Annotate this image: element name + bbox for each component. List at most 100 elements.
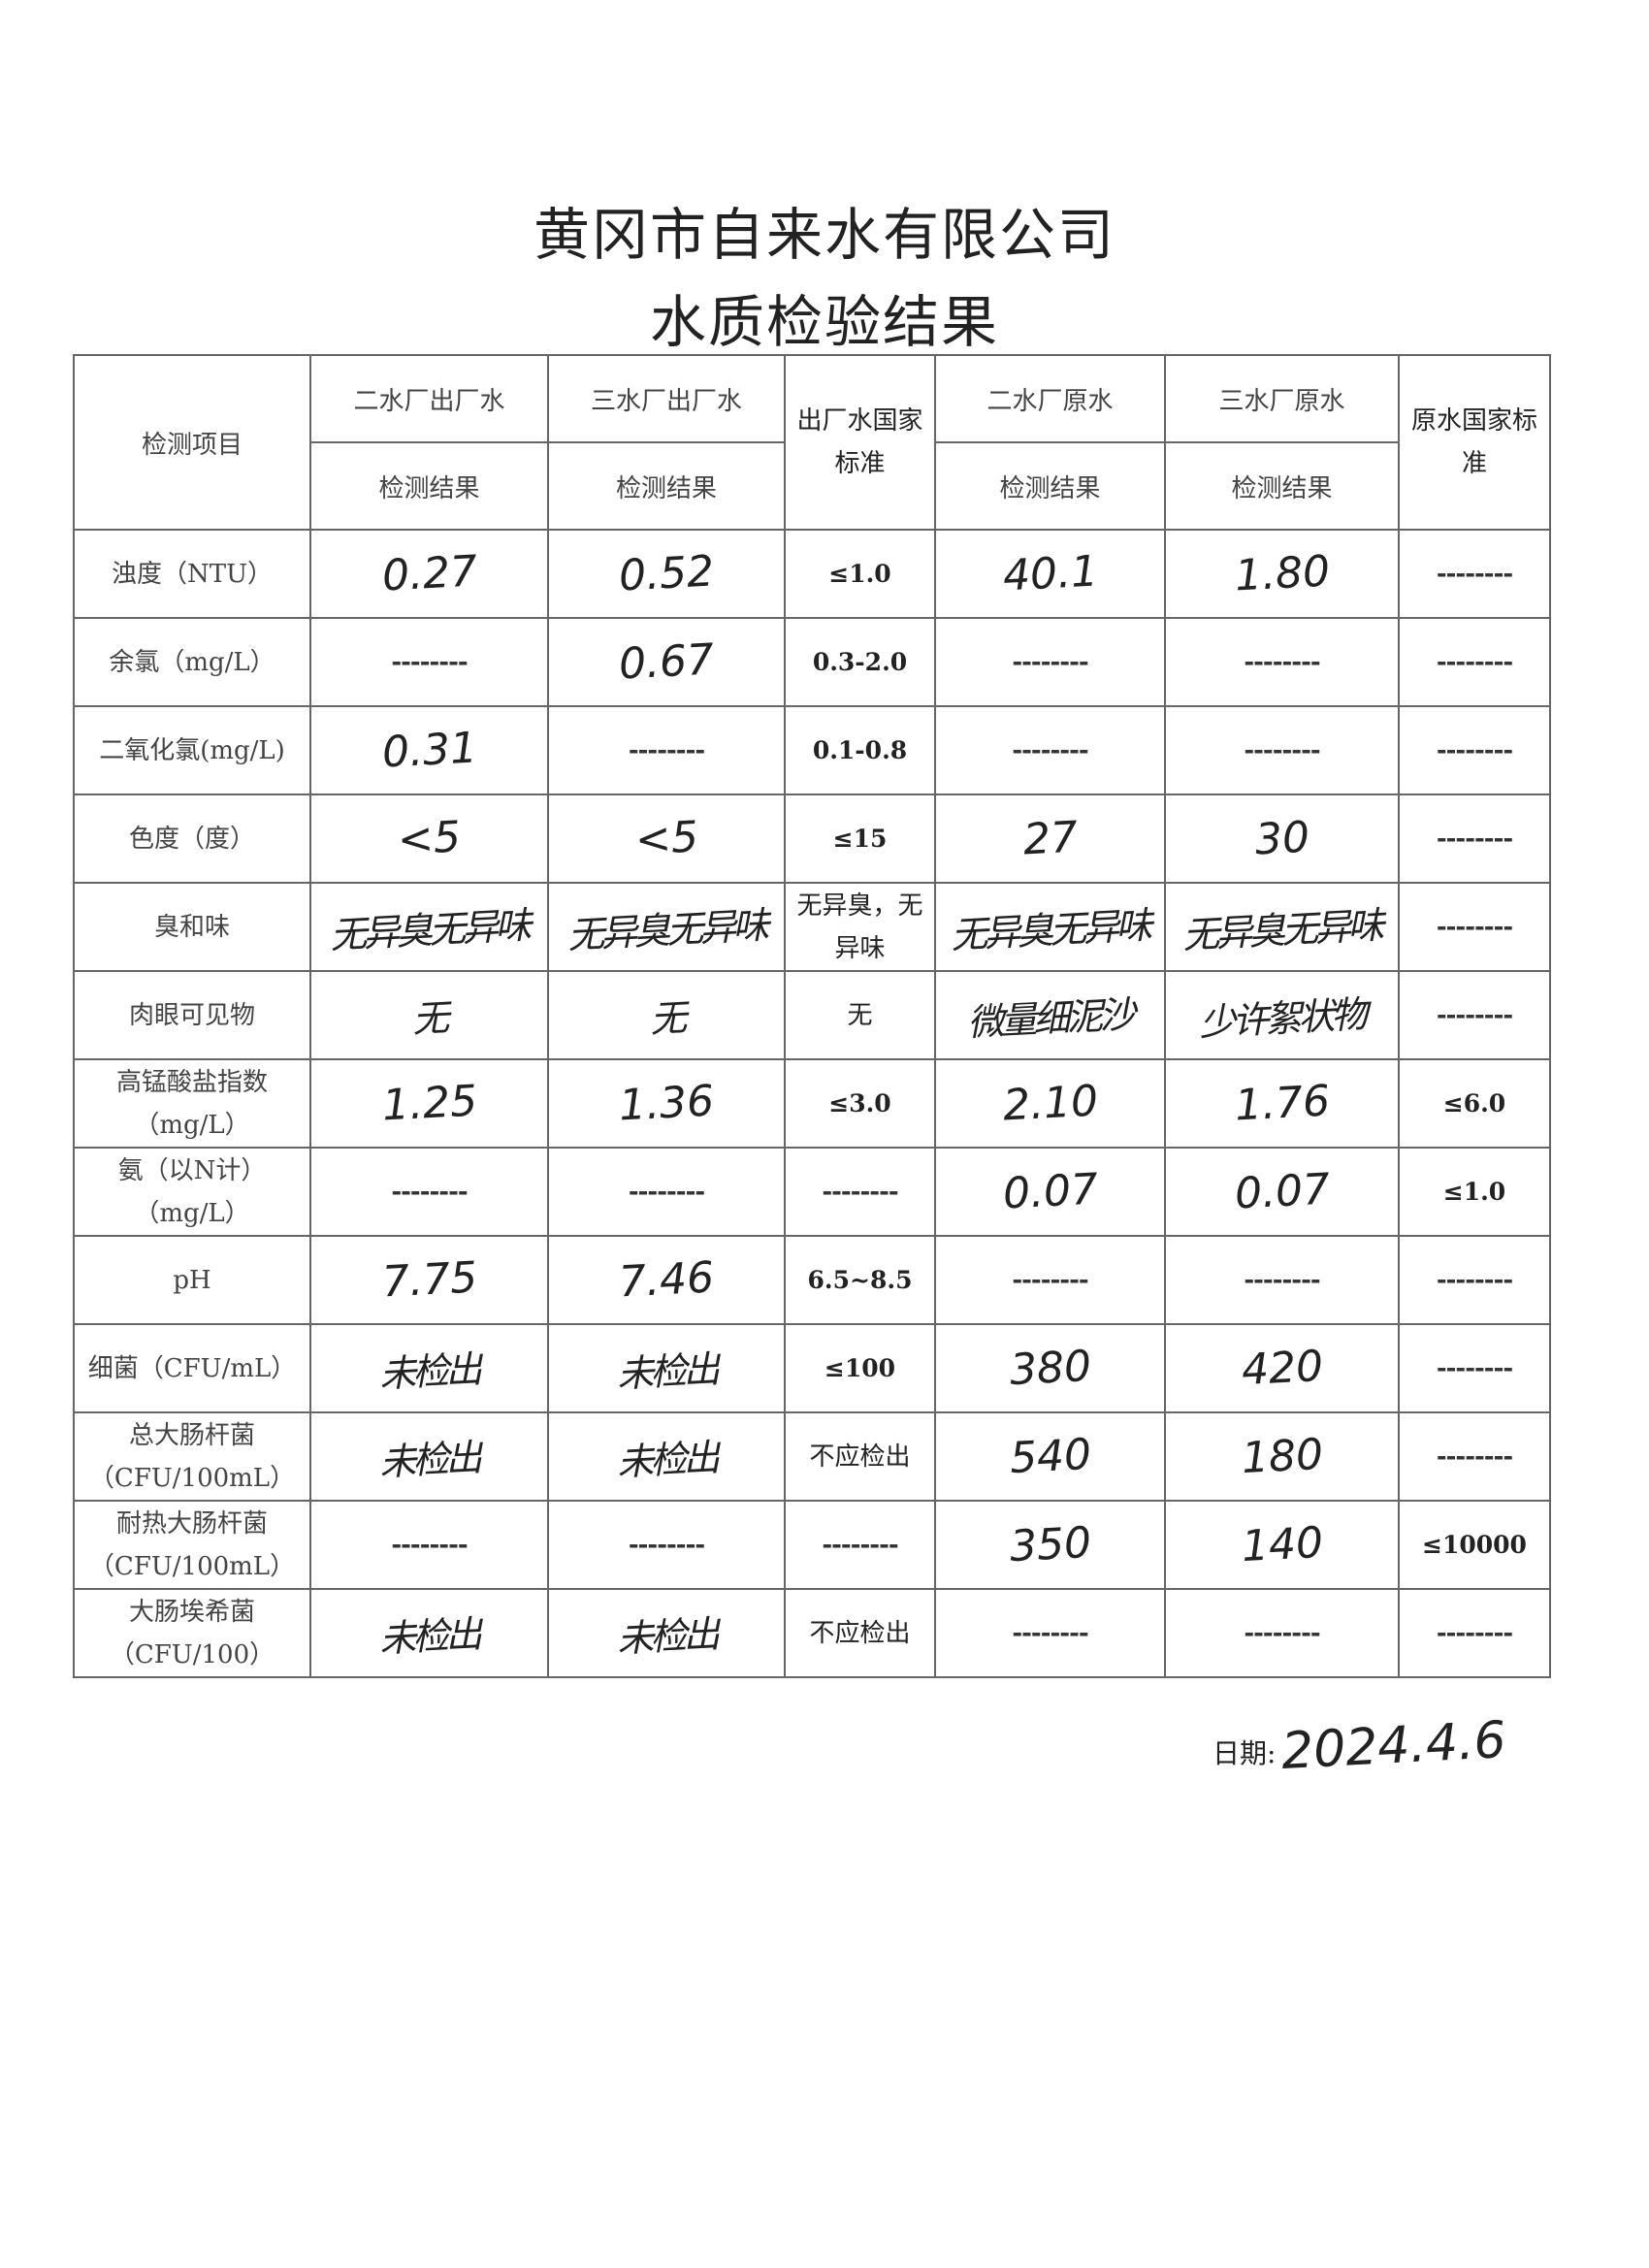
- result-col2: --------: [547, 1147, 786, 1237]
- row-item-text: 细菌（CFU/mL）: [87, 1353, 297, 1383]
- standard-out: 不应检出: [784, 1588, 936, 1678]
- table-row: 细菌（CFU/mL） 未检出 未检出 ≤100 380 420 --------: [73, 1323, 1551, 1413]
- result-col2: <5: [547, 794, 786, 884]
- standard-raw-text: --------: [1436, 559, 1513, 589]
- table-row: 高锰酸盐指数（mg/L） 1.25 1.36 ≤3.0 2.10 1.76 ≤6.0: [73, 1058, 1551, 1149]
- date-value: 2024.4.6: [1280, 1710, 1508, 1782]
- result-col4: 0.07: [1164, 1147, 1400, 1237]
- header-result: 检测结果: [309, 441, 549, 531]
- row-item-text: 臭和味: [153, 912, 230, 942]
- report-title: 水质检验结果: [649, 289, 999, 355]
- result-col1-text: 未检出: [378, 1436, 480, 1484]
- row-item-text: 肉眼可见物: [128, 1000, 255, 1030]
- header-std-raw: 原水国家标准: [1398, 354, 1551, 531]
- result-col3-text: 540: [1008, 1429, 1092, 1484]
- row-item-text: 浊度（NTU）: [111, 559, 273, 589]
- header-subrow: 检测结果 检测结果 检测结果 检测结果: [74, 441, 1550, 531]
- table-row: 臭和味 无异臭无异味 无异臭无异味 无异臭，无异味 无异臭无异味 无异臭无异味 ------…: [73, 882, 1551, 972]
- standard-raw-text: --------: [1436, 1442, 1513, 1472]
- result-col4-text: --------: [1244, 1265, 1320, 1295]
- result-col1-text: 无: [411, 996, 447, 1041]
- result-col2-text: 无异臭无异味: [566, 903, 767, 957]
- row-item-text: pH: [173, 1265, 211, 1295]
- standard-raw: --------: [1398, 1588, 1551, 1678]
- result-col1-text: --------: [391, 1177, 468, 1207]
- result-col1: 0.31: [309, 705, 549, 795]
- result-col3: --------: [934, 705, 1166, 795]
- result-col1: 0.27: [309, 529, 549, 619]
- standard-out-text: ≤3.0: [828, 1089, 891, 1118]
- result-col1-text: 未检出: [378, 1612, 480, 1661]
- result-col4-text: 1.80: [1233, 546, 1331, 601]
- result-col4: 1.80: [1164, 529, 1400, 619]
- header-result: 检测结果: [1164, 441, 1400, 531]
- result-col3: --------: [934, 617, 1166, 707]
- result-col1: --------: [309, 1147, 549, 1237]
- table-row: 二氧化氯(mg/L) 0.31 -------- 0.1-0.8 -------- ---…: [73, 705, 1551, 795]
- result-col2: --------: [547, 1500, 786, 1590]
- row-item: 大肠埃希菌（CFU/100）: [73, 1588, 311, 1678]
- result-col4: 30: [1164, 794, 1400, 884]
- result-col4-text: --------: [1244, 647, 1320, 677]
- result-col3-text: --------: [1012, 735, 1088, 765]
- result-col2: 无异臭无异味: [547, 882, 786, 972]
- standard-raw: ≤10000: [1398, 1500, 1551, 1590]
- result-col3-text: 2.10: [1001, 1076, 1099, 1131]
- result-col2-text: --------: [628, 1530, 705, 1560]
- table-row: 氨（以N计）（mg/L） -------- -------- -------- 0.07…: [73, 1147, 1551, 1237]
- result-col4: --------: [1164, 705, 1400, 795]
- result-col1: --------: [309, 1500, 549, 1590]
- standard-raw: ≤6.0: [1398, 1058, 1551, 1149]
- result-col3: 微量细泥沙: [934, 970, 1166, 1060]
- result-col4: 少许絮状物: [1164, 970, 1400, 1060]
- result-col1: 1.25: [309, 1058, 549, 1149]
- result-col1-text: 1.25: [380, 1076, 478, 1131]
- result-col3: --------: [934, 1235, 1166, 1325]
- standard-out-text: 无异臭，无异味: [796, 891, 923, 963]
- result-col4-text: --------: [1244, 735, 1320, 765]
- result-col1: 无异臭无异味: [309, 882, 549, 972]
- standard-out-text: 0.1-0.8: [812, 736, 908, 764]
- result-col3-text: 380: [1008, 1341, 1092, 1396]
- row-item: 耐热大肠杆菌（CFU/100mL）: [73, 1500, 311, 1590]
- result-col3-text: 微量细泥沙: [966, 992, 1134, 1045]
- result-col2: 未检出: [547, 1588, 786, 1678]
- result-col1-text: <5: [396, 812, 463, 865]
- standard-out-text: 不应检出: [809, 1618, 911, 1648]
- result-col4-text: 180: [1240, 1429, 1324, 1484]
- result-col1-text: --------: [391, 1530, 468, 1560]
- result-col1-text: 0.31: [380, 723, 478, 778]
- table-row: 大肠埃希菌（CFU/100） 未检出 未检出 不应检出 -------- --------…: [73, 1588, 1551, 1678]
- standard-out-text: --------: [822, 1530, 898, 1560]
- result-col3-text: --------: [1012, 647, 1088, 677]
- table-row: 余氯（mg/L） -------- 0.67 0.3-2.0 -------- -----…: [73, 617, 1551, 707]
- standard-raw-text: --------: [1436, 735, 1513, 765]
- standard-out-text: 不应检出: [809, 1442, 911, 1472]
- row-item-text: 高锰酸盐指数（mg/L）: [115, 1067, 268, 1140]
- date-label: 日期:: [1212, 1737, 1277, 1769]
- standard-out-text: ≤100: [824, 1354, 896, 1382]
- header-col1: 二水厂出厂水: [309, 354, 549, 443]
- standard-raw-text: --------: [1436, 1000, 1513, 1030]
- result-col3-text: 40.1: [1001, 546, 1099, 601]
- result-col1: <5: [309, 794, 549, 884]
- table-row: 色度（度） <5 <5 ≤15 27 30 --------: [73, 794, 1551, 884]
- standard-raw: --------: [1398, 529, 1551, 619]
- result-col4: --------: [1164, 1235, 1400, 1325]
- standard-out: 不应检出: [784, 1411, 936, 1502]
- result-col2: 未检出: [547, 1411, 786, 1502]
- result-col2: 未检出: [547, 1323, 786, 1413]
- row-item: 高锰酸盐指数（mg/L）: [73, 1058, 311, 1149]
- table-row: pH 7.75 7.46 6.5~8.5 -------- -------- -------…: [73, 1235, 1551, 1325]
- result-col3-text: 27: [1021, 812, 1079, 865]
- result-col1: 无: [309, 970, 549, 1060]
- row-item: 总大肠杆菌（CFU/100mL）: [73, 1411, 311, 1502]
- result-col2-text: 7.46: [617, 1252, 716, 1308]
- result-col2-text: 0.67: [617, 634, 716, 690]
- standard-out: ≤3.0: [784, 1058, 936, 1149]
- result-col3: --------: [934, 1588, 1166, 1678]
- result-col1-text: --------: [391, 647, 468, 677]
- row-item-text: 色度（度）: [128, 824, 255, 854]
- result-col4: 420: [1164, 1323, 1400, 1413]
- result-col3-text: 无异臭无异味: [950, 903, 1150, 957]
